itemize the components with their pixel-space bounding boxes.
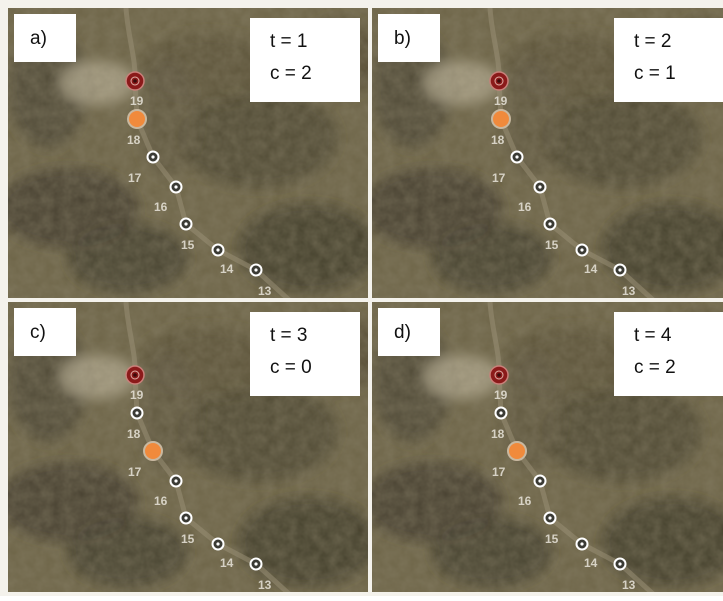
node-marker-dot (618, 268, 622, 272)
panel-label: b) (394, 28, 411, 49)
time-text: t = 4 (634, 325, 672, 346)
node-marker-dot (548, 222, 552, 226)
node-marker-dot (515, 155, 519, 159)
count-text: c = 2 (270, 63, 312, 84)
time-text: t = 1 (270, 31, 308, 52)
panel-label-box (14, 14, 76, 62)
node-marker-dot (499, 411, 503, 415)
node-label: 19 (130, 94, 144, 108)
node-marker-dot (174, 185, 178, 189)
node-label: 15 (181, 238, 195, 252)
node-label: 19 (494, 94, 508, 108)
info-box (250, 18, 360, 102)
node-label: 13 (258, 578, 272, 592)
node-label: 17 (128, 171, 142, 185)
node-label: 13 (258, 284, 272, 298)
node-label: 14 (584, 262, 598, 276)
node-label: 18 (127, 427, 141, 441)
panel-label-box (14, 308, 76, 356)
node-label: 17 (128, 465, 142, 479)
node-marker-dot (151, 155, 155, 159)
node-label: 17 (492, 465, 506, 479)
panel-label-box (378, 14, 440, 62)
node-label: 18 (127, 133, 141, 147)
node-marker-dot (216, 248, 220, 252)
node-marker-dot (538, 185, 542, 189)
node-label: 14 (220, 262, 234, 276)
node-label: 14 (220, 556, 234, 570)
node-label: 15 (181, 532, 195, 546)
node-marker-dot (580, 248, 584, 252)
panel-label: d) (394, 322, 411, 343)
info-box (250, 312, 360, 396)
node-marker-dot (254, 562, 258, 566)
node-label: 18 (491, 427, 505, 441)
info-box (614, 312, 723, 396)
node-marker-dot (216, 542, 220, 546)
start-marker-dot (133, 79, 137, 83)
node-label: 16 (154, 200, 168, 214)
time-text: t = 3 (270, 325, 308, 346)
current-marker (507, 441, 527, 461)
node-label: 18 (491, 133, 505, 147)
node-marker-dot (548, 516, 552, 520)
current-marker (143, 441, 163, 461)
node-label: 19 (130, 388, 144, 402)
start-marker-dot (497, 79, 501, 83)
node-marker-dot (184, 516, 188, 520)
node-label: 16 (154, 494, 168, 508)
start-marker-dot (497, 373, 501, 377)
node-marker-dot (618, 562, 622, 566)
start-marker-ring (130, 370, 140, 380)
map-panel: d) t = 4 c = 2 19 18 17 16 15 14 13 (372, 302, 723, 592)
node-label: 13 (622, 578, 636, 592)
panel-label: a) (30, 28, 47, 49)
start-marker-ring (130, 76, 140, 86)
node-label: 13 (622, 284, 636, 298)
panel-label-box (378, 308, 440, 356)
start-marker-dot (133, 373, 137, 377)
count-text: c = 1 (634, 63, 676, 84)
node-label: 19 (494, 388, 508, 402)
node-marker-dot (254, 268, 258, 272)
panel-label: c) (30, 322, 46, 343)
time-text: t = 2 (634, 31, 672, 52)
node-label: 15 (545, 532, 559, 546)
node-marker-dot (184, 222, 188, 226)
info-box (614, 18, 723, 102)
node-label: 17 (492, 171, 506, 185)
node-marker-dot (135, 411, 139, 415)
current-marker (491, 109, 511, 129)
count-text: c = 2 (634, 357, 676, 378)
node-label: 15 (545, 238, 559, 252)
map-panel: b) t = 2 c = 1 19 18 17 16 15 14 13 (372, 8, 723, 298)
node-marker-dot (174, 479, 178, 483)
map-panel: c) t = 3 c = 0 19 18 17 16 15 14 13 (8, 302, 368, 592)
node-label: 16 (518, 200, 532, 214)
start-marker-ring (494, 370, 504, 380)
start-marker-ring (494, 76, 504, 86)
node-label: 14 (584, 556, 598, 570)
current-marker (127, 109, 147, 129)
node-label: 16 (518, 494, 532, 508)
count-text: c = 0 (270, 357, 312, 378)
node-marker-dot (538, 479, 542, 483)
node-marker-dot (580, 542, 584, 546)
map-panel: a) t = 1 c = 2 19 18 17 16 15 14 13 (8, 8, 368, 298)
